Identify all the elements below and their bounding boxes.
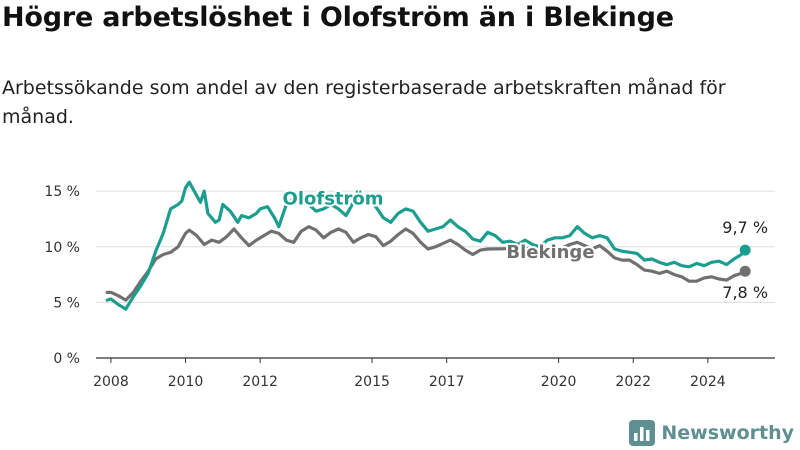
bar-chart-logo-icon — [629, 420, 656, 446]
y-tick-label: 10 % — [44, 240, 80, 256]
series-lines — [105, 180, 747, 311]
x-tick-label: 2010 — [168, 374, 204, 390]
y-tick-label: 0 % — [53, 351, 80, 367]
axis-labels: 0 % 5 % 10 % 15 % 2008 2010 2012 2015 2017 2020 20… — [44, 184, 725, 390]
end-marker-olofström — [739, 244, 751, 256]
x-tick-label: 2015 — [354, 374, 390, 390]
brand-name: Newsworthy — [661, 422, 794, 444]
series-name-blekinge: Blekinge — [506, 242, 594, 263]
x-tick-label: 2012 — [242, 374, 278, 390]
end-value-label-olofström: 9,7 % — [722, 218, 768, 237]
series-line-olofström — [105, 180, 747, 311]
x-tick-label: 2017 — [429, 374, 465, 390]
series-labels: Olofström 9,7 % Blekinge 7,8 % — [281, 186, 768, 302]
x-tick-label: 2020 — [541, 374, 577, 390]
x-tick-label: 2022 — [615, 374, 651, 390]
chart-title: Högre arbetslöshet i Olofström än i Blek… — [2, 2, 674, 33]
series-line-blekinge — [105, 225, 747, 302]
series-name-olofström: Olofström — [283, 188, 384, 209]
end-marker-blekinge — [739, 265, 751, 277]
end-value-label-blekinge: 7,8 % — [722, 283, 768, 302]
y-tick-label: 5 % — [53, 295, 80, 311]
x-tick-label: 2024 — [690, 374, 726, 390]
chart-subtitle: Arbetssökande som andel av den registerb… — [2, 77, 726, 128]
y-tick-label: 15 % — [44, 184, 80, 200]
brand-logo: Newsworthy — [629, 420, 794, 446]
x-tick-label: 2008 — [93, 374, 129, 390]
